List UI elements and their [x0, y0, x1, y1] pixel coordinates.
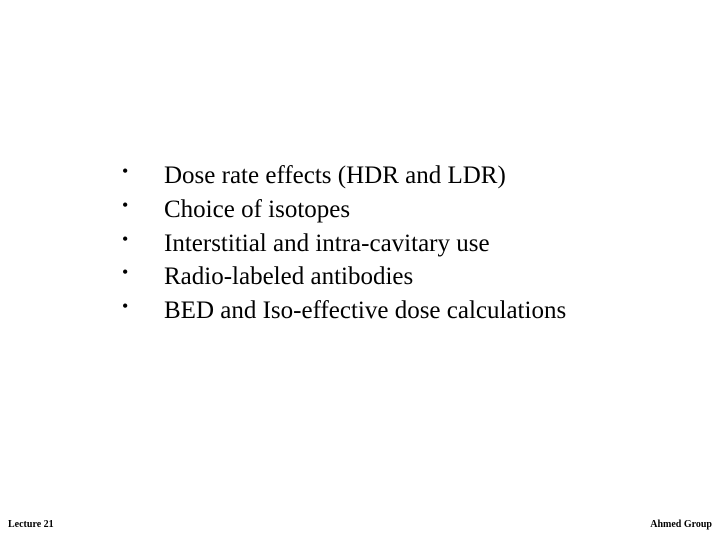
bullet-icon: •	[118, 159, 164, 183]
bullet-icon: •	[118, 260, 164, 284]
list-item: • Dose rate effects (HDR and LDR)	[118, 159, 566, 193]
list-item: • Interstitial and intra-cavitary use	[118, 227, 566, 261]
bullet-text: Radio-labeled antibodies	[164, 260, 413, 294]
bullet-text: Dose rate effects (HDR and LDR)	[164, 159, 506, 193]
bullet-icon: •	[118, 294, 164, 318]
bullet-icon: •	[118, 227, 164, 251]
list-item: • Radio-labeled antibodies	[118, 260, 566, 294]
bullet-icon: •	[118, 193, 164, 217]
footer-right-label: Ahmed Group	[650, 519, 712, 530]
footer-left-label: Lecture 21	[8, 519, 54, 530]
bullet-content: • Dose rate effects (HDR and LDR) • Choi…	[118, 159, 566, 328]
bullet-text: BED and Iso-effective dose calculations	[164, 294, 566, 328]
bullet-list: • Dose rate effects (HDR and LDR) • Choi…	[118, 159, 566, 328]
list-item: • BED and Iso-effective dose calculation…	[118, 294, 566, 328]
list-item: • Choice of isotopes	[118, 193, 566, 227]
bullet-text: Interstitial and intra-cavitary use	[164, 227, 490, 261]
bullet-text: Choice of isotopes	[164, 193, 350, 227]
